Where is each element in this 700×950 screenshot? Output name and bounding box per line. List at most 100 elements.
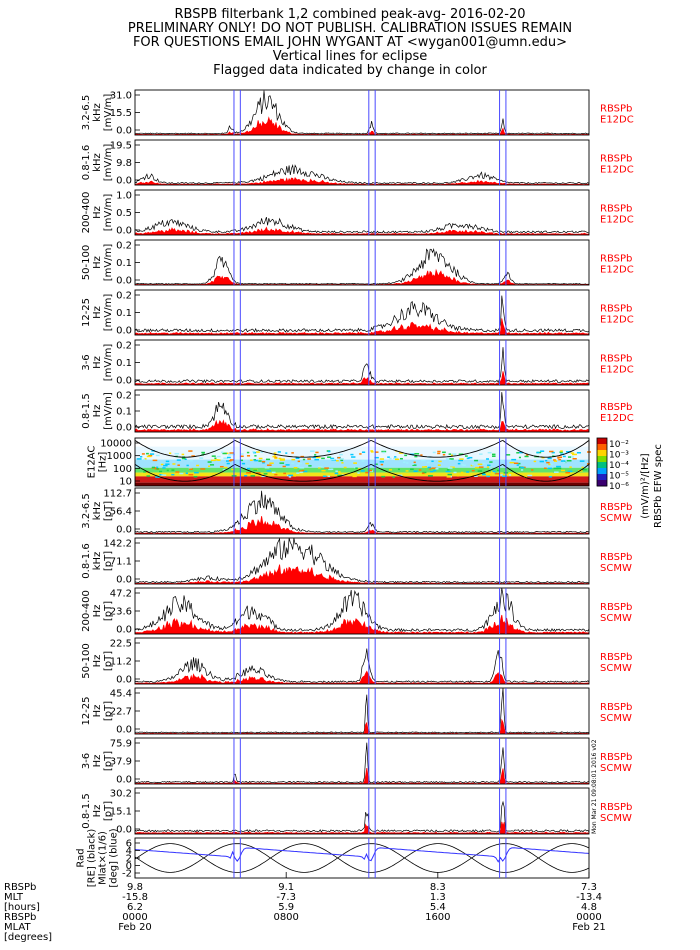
y-tick-label: 0.0 (116, 525, 132, 536)
spectrogram-pixel (252, 450, 256, 453)
spectrogram-pixel (442, 451, 446, 454)
avg-fill (135, 420, 589, 432)
avg-fill (135, 615, 589, 634)
spectrogram-pixel (437, 452, 441, 455)
spectrogram-pixel (466, 471, 470, 473)
y-axis-label: [mV/m] (103, 344, 114, 382)
spectrogram-pixel (152, 459, 158, 462)
spectrogram-pixel (378, 465, 381, 468)
spectrogram-pixel (560, 460, 566, 462)
colorbar-tick-label: 10⁻⁴ (609, 461, 629, 471)
spectrogram-pixel (553, 467, 559, 470)
spectrogram-pixel (370, 451, 374, 453)
spectrogram-pixel (387, 456, 390, 458)
spectrogram-pixel (565, 471, 570, 474)
spectrogram-pixel (426, 461, 430, 464)
spectrogram-pixel (381, 450, 387, 453)
y-axis-label: 200-400 (81, 590, 92, 632)
y-axis-label: Hz (92, 206, 103, 219)
spectrogram-pixel (431, 460, 434, 463)
spectrogram-pixel (191, 455, 195, 457)
instrument-label: RBSPb (600, 402, 632, 413)
spectrogram-pixel (471, 469, 475, 472)
spectrogram-pixel (312, 456, 316, 459)
avg-trace (134, 226, 590, 235)
spectrogram-pixel (194, 471, 199, 474)
y-axis-label: E12AC (87, 446, 98, 479)
spectrogram-pixel (335, 470, 338, 472)
spectrogram-pixel (446, 469, 450, 471)
spectrogram-pixel (581, 466, 584, 469)
spectrogram-pixel (189, 468, 193, 470)
spectrogram-pixel (533, 460, 537, 463)
spectrogram-pixel (246, 465, 250, 467)
spectrogram-pixel (553, 471, 559, 473)
y-tick-label: 0.0 (116, 625, 132, 636)
y-axis-label: [pT] (103, 501, 114, 521)
spectrogram-pixel (189, 460, 193, 462)
x-axis-labels: RBSPbMLT[hours]RBSPbMLAT[degrees]9.8-15.… (4, 872, 606, 943)
spectrogram-pixel (273, 452, 277, 454)
spectrogram-pixel (200, 474, 205, 477)
spectrogram-pixel (291, 462, 294, 465)
y-tick-label: 71.1 (110, 557, 132, 568)
spectrogram-pixel (143, 458, 146, 461)
spectrogram-pixel (274, 456, 278, 459)
x-tick-label: 6.2 (127, 902, 143, 913)
spectrogram-pixel (293, 467, 298, 469)
spectrogram-pixel (338, 471, 341, 473)
spectrogram-pixel (559, 451, 563, 453)
y-tick-label: 0.0 (116, 376, 132, 387)
spectrogram-pixel (560, 469, 565, 472)
spectrogram-pixel (156, 468, 159, 470)
peak-trace (134, 247, 589, 285)
spectrogram-pixel (176, 459, 181, 461)
colorbar-segment (597, 456, 607, 463)
spectrogram-pixel (398, 452, 404, 454)
instrument-label: RBSPb (600, 802, 632, 813)
panel-frame (134, 487, 590, 535)
spectrogram-pixel (570, 452, 575, 454)
spectrogram-pixel (254, 459, 258, 462)
spectrogram-pixel (357, 468, 362, 470)
spectrogram-pixel (433, 469, 437, 472)
spectrogram-pixel (355, 467, 358, 469)
y-axis-label: 0.8-1.6 (81, 543, 92, 578)
y-axis-label: [deg] (blue) (109, 828, 120, 887)
colorbar-title: RBSPb EFW spec (653, 444, 664, 528)
avg-trace (134, 371, 590, 385)
spectrogram-pixel (552, 455, 555, 457)
y-axis-label: kHz (92, 103, 103, 122)
spectrogram-pixel (488, 473, 492, 476)
spectrogram-pixel (305, 462, 309, 465)
spectrogram-pixel (226, 456, 231, 459)
instrument-label: SCMW (600, 613, 632, 624)
spectrogram-pixel (466, 457, 470, 460)
y-tick-label: 0.1 (116, 258, 132, 269)
spectrogram-pixel (491, 455, 496, 457)
spectrogram-pixel (339, 458, 344, 460)
spectrogram-pixel (422, 471, 427, 474)
spectrogram-pixel (394, 458, 400, 461)
spectrogram-pixel (579, 460, 585, 462)
spectrogram-pixel (453, 471, 457, 474)
spectrogram-pixel (265, 458, 271, 461)
spectrogram-pixel (464, 455, 468, 457)
colorbar-segment (597, 444, 607, 451)
spectrogram-pixel (314, 458, 319, 461)
y-tick-label: 56.4 (110, 507, 132, 518)
y-axis-label: [pT] (103, 751, 114, 771)
spectrogram-pixel (474, 475, 478, 478)
y-tick-label: 4 (126, 846, 132, 857)
y-tick-label: 31.0 (110, 91, 132, 102)
y-tick-label: 112.7 (103, 489, 132, 500)
spectrogram-pixel (379, 461, 384, 463)
spectrogram-curve (370, 439, 503, 458)
